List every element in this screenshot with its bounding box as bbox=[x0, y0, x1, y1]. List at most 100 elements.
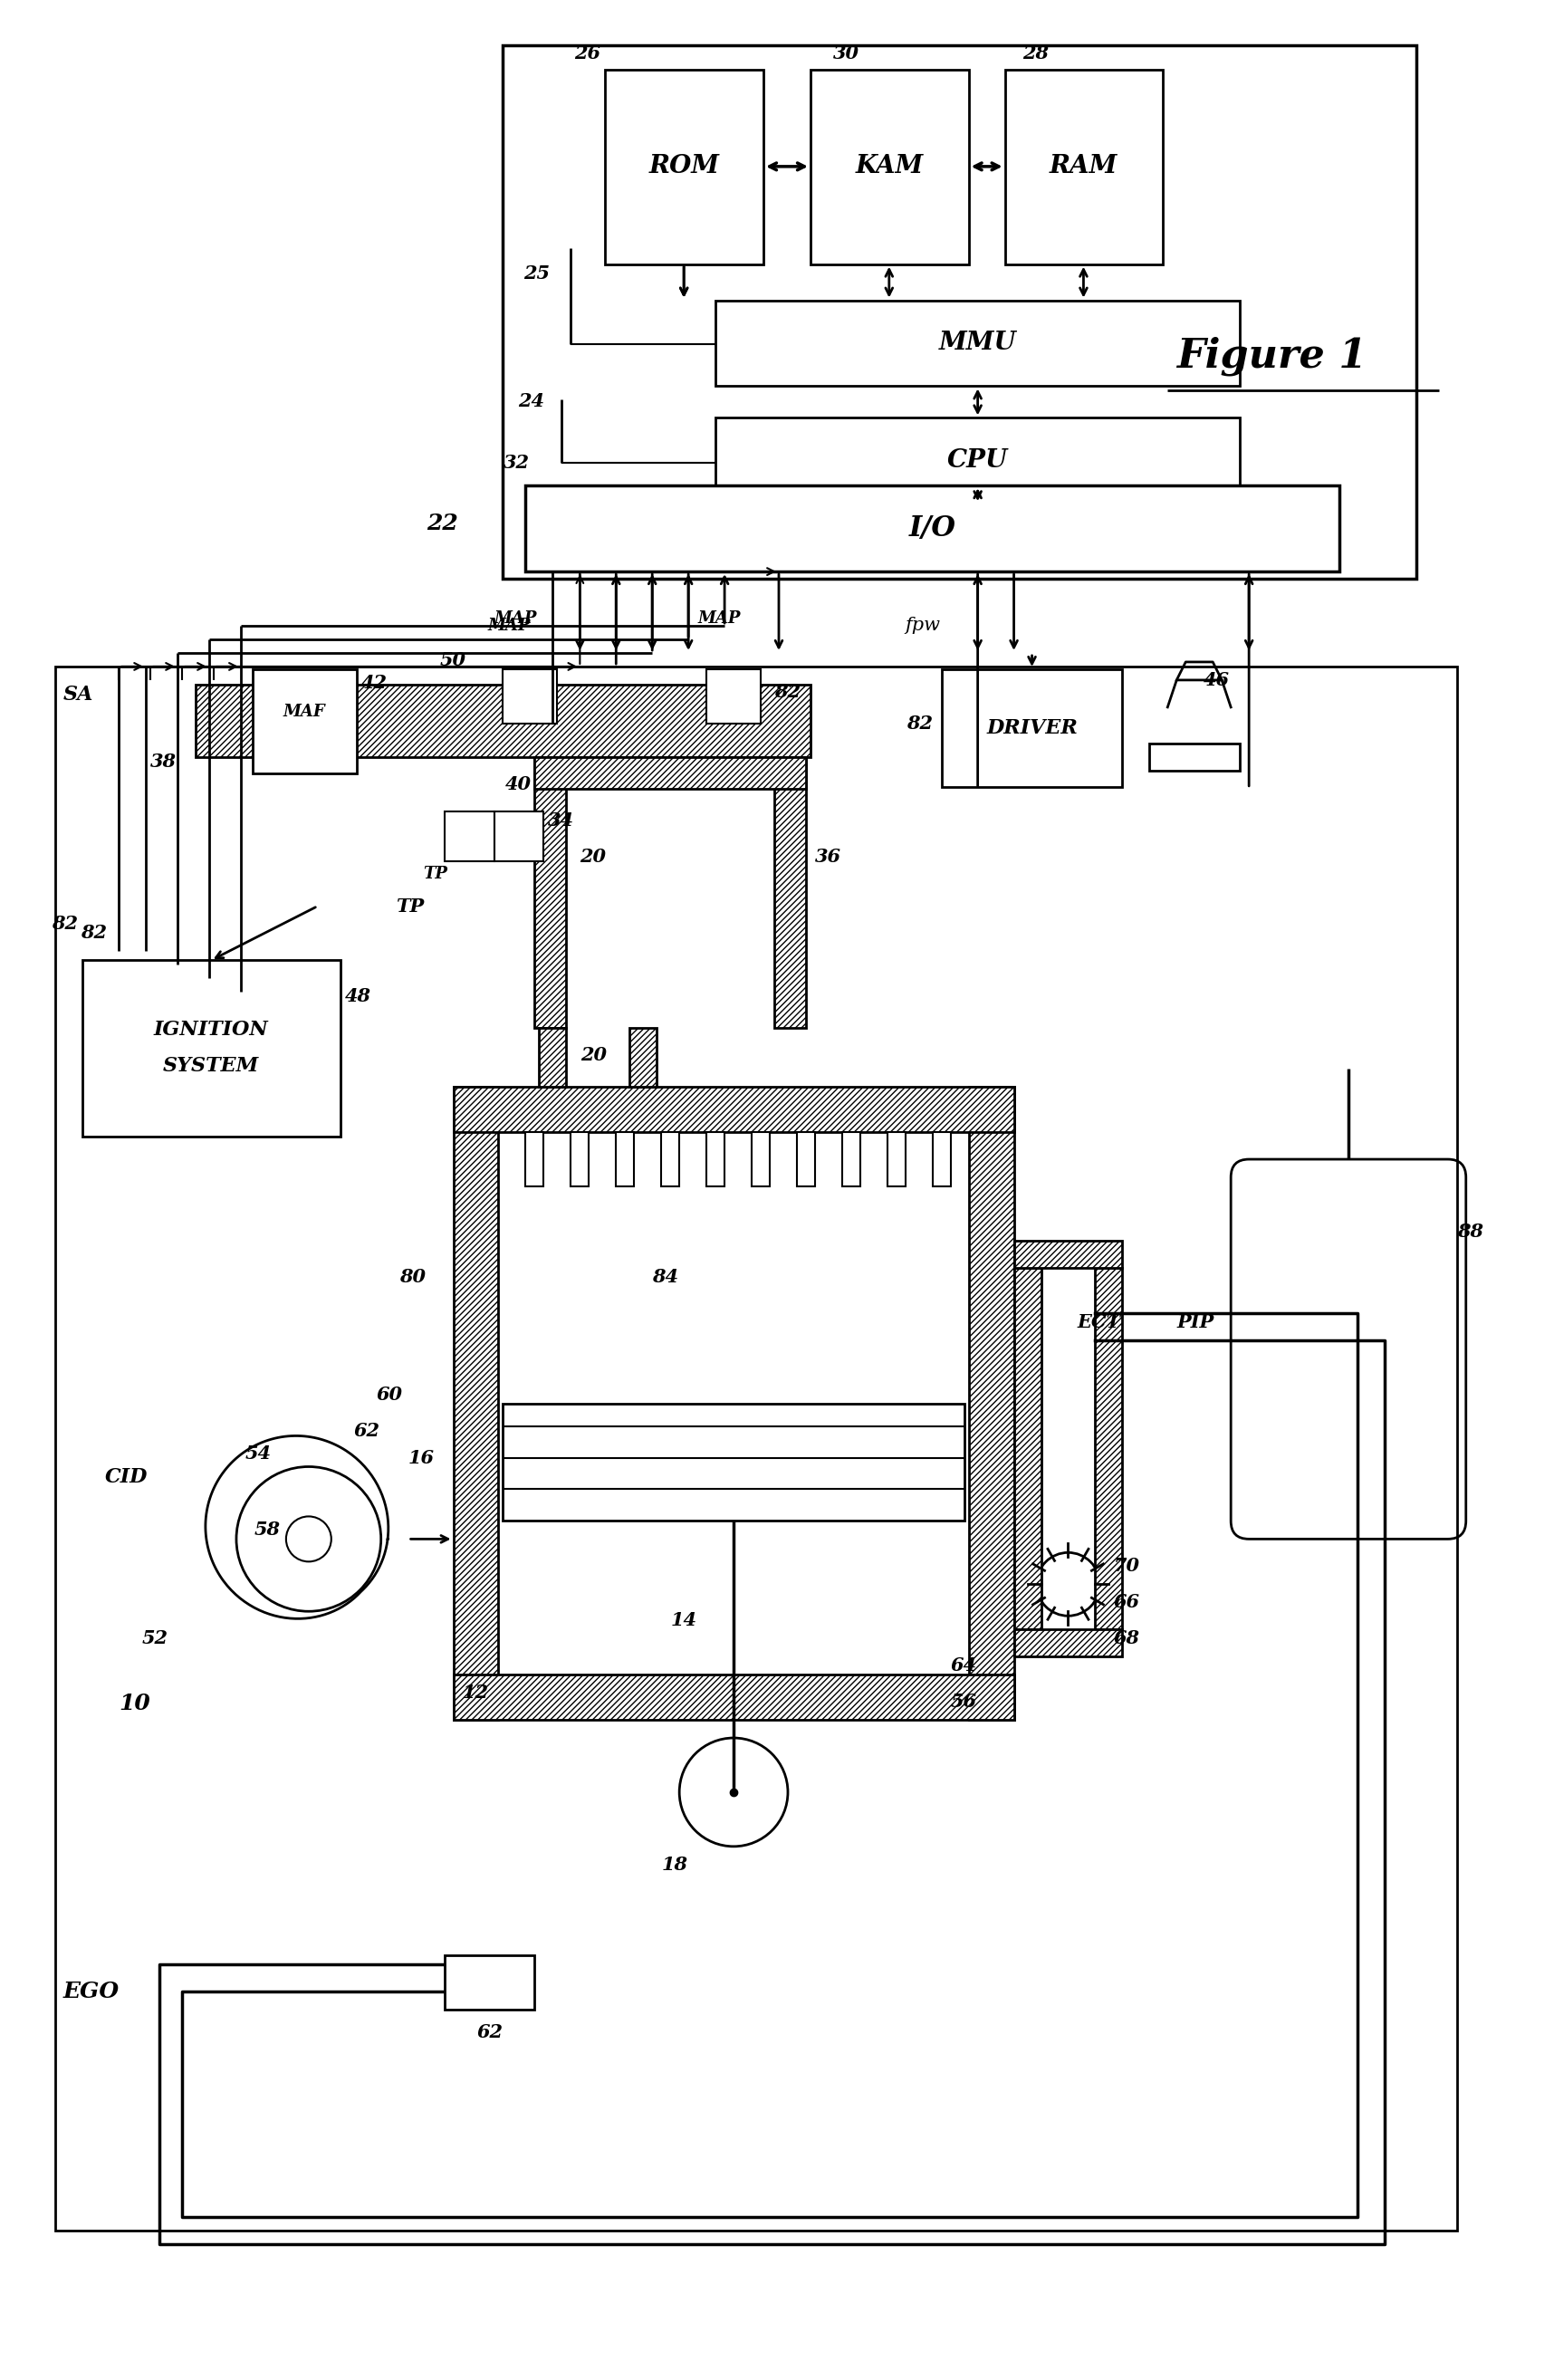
Text: PIP: PIP bbox=[1176, 1314, 1214, 1330]
Text: 60: 60 bbox=[376, 1385, 402, 1404]
Text: 20: 20 bbox=[580, 1047, 606, 1064]
Bar bbox=[503, 1404, 963, 1521]
Bar bbox=[454, 1088, 1013, 1133]
Text: MAF: MAF bbox=[283, 704, 325, 719]
Bar bbox=[535, 757, 807, 788]
Text: 82: 82 bbox=[906, 714, 932, 733]
Bar bbox=[942, 669, 1122, 788]
Text: 50: 50 bbox=[440, 652, 466, 669]
Bar bbox=[605, 69, 763, 264]
Bar bbox=[525, 486, 1340, 571]
Text: 84: 84 bbox=[653, 1269, 679, 1285]
Text: 36: 36 bbox=[814, 847, 841, 866]
Text: 24: 24 bbox=[519, 393, 545, 412]
Text: ROM: ROM bbox=[648, 155, 720, 178]
Text: RAM: RAM bbox=[1049, 155, 1117, 178]
Text: 34: 34 bbox=[549, 812, 575, 828]
Text: 70: 70 bbox=[1113, 1557, 1139, 1576]
Bar bbox=[615, 1133, 634, 1185]
Text: 46: 46 bbox=[1204, 671, 1231, 690]
Bar bbox=[525, 1133, 544, 1185]
Bar bbox=[1013, 1240, 1122, 1269]
Text: 14: 14 bbox=[670, 1611, 696, 1630]
Text: 22: 22 bbox=[426, 512, 458, 536]
Text: 82: 82 bbox=[51, 914, 78, 933]
Bar bbox=[196, 685, 811, 757]
Text: 20: 20 bbox=[580, 847, 606, 866]
Bar bbox=[253, 669, 356, 774]
Text: 82: 82 bbox=[774, 683, 800, 700]
Text: 48: 48 bbox=[345, 988, 371, 1007]
Text: 82: 82 bbox=[81, 923, 107, 942]
Text: 32: 32 bbox=[503, 455, 530, 471]
Bar bbox=[811, 69, 968, 264]
Text: 28: 28 bbox=[1023, 45, 1049, 62]
Text: 64: 64 bbox=[951, 1656, 977, 1676]
Text: MAP: MAP bbox=[488, 619, 530, 633]
Text: IGNITION: IGNITION bbox=[154, 1021, 269, 1040]
Bar bbox=[56, 666, 1458, 2230]
Bar bbox=[539, 1028, 566, 1088]
Bar bbox=[82, 962, 340, 1138]
Text: CID: CID bbox=[106, 1466, 148, 1488]
Bar bbox=[503, 45, 1416, 578]
Text: 62: 62 bbox=[477, 2023, 502, 2040]
Bar bbox=[629, 1028, 657, 1088]
Text: 12: 12 bbox=[463, 1683, 488, 1702]
Text: KAM: KAM bbox=[855, 155, 923, 178]
Text: DRIVER: DRIVER bbox=[987, 719, 1077, 738]
Bar bbox=[707, 669, 761, 724]
Bar bbox=[752, 1133, 769, 1185]
Text: EGO: EGO bbox=[62, 1980, 120, 2002]
FancyBboxPatch shape bbox=[1231, 1159, 1465, 1540]
Bar bbox=[1096, 1269, 1122, 1630]
Text: 18: 18 bbox=[662, 1856, 687, 1873]
Text: SYSTEM: SYSTEM bbox=[163, 1057, 260, 1076]
Bar bbox=[1150, 743, 1240, 771]
Bar bbox=[535, 757, 566, 1028]
Bar bbox=[774, 757, 807, 1028]
Text: fpw: fpw bbox=[906, 616, 940, 633]
Text: 16: 16 bbox=[409, 1449, 435, 1466]
Bar bbox=[662, 1133, 679, 1185]
Text: ECT: ECT bbox=[1077, 1314, 1120, 1330]
Text: 10: 10 bbox=[118, 1692, 151, 1714]
Bar bbox=[444, 812, 494, 862]
Text: MAP: MAP bbox=[494, 609, 538, 626]
Text: MMU: MMU bbox=[939, 331, 1016, 355]
Text: 62: 62 bbox=[354, 1421, 381, 1440]
Text: 54: 54 bbox=[246, 1445, 272, 1461]
Bar bbox=[1005, 69, 1162, 264]
Text: 56: 56 bbox=[951, 1692, 977, 1711]
Bar bbox=[454, 1088, 499, 1721]
Bar bbox=[968, 1088, 1013, 1721]
Text: 40: 40 bbox=[505, 776, 531, 793]
Bar bbox=[454, 1676, 1013, 1721]
Text: 26: 26 bbox=[575, 45, 601, 62]
Bar bbox=[842, 1133, 861, 1185]
Text: MAP: MAP bbox=[698, 609, 740, 626]
Text: 68: 68 bbox=[1113, 1630, 1139, 1647]
Text: 80: 80 bbox=[399, 1269, 426, 1285]
Bar bbox=[444, 1954, 535, 2009]
Bar bbox=[932, 1133, 951, 1185]
Bar bbox=[715, 419, 1240, 505]
Bar bbox=[707, 1133, 724, 1185]
Text: 25: 25 bbox=[524, 264, 550, 283]
Text: TP: TP bbox=[396, 897, 424, 916]
Bar bbox=[494, 812, 544, 862]
Text: I/O: I/O bbox=[909, 514, 956, 543]
Text: Figure 1: Figure 1 bbox=[1176, 336, 1368, 376]
Text: 88: 88 bbox=[1458, 1223, 1483, 1240]
Bar bbox=[1013, 1630, 1122, 1656]
Text: 52: 52 bbox=[141, 1630, 168, 1647]
Bar bbox=[715, 300, 1240, 386]
Text: SA: SA bbox=[62, 685, 93, 704]
Text: 42: 42 bbox=[361, 674, 387, 693]
Text: CPU: CPU bbox=[948, 447, 1009, 474]
Bar bbox=[503, 669, 558, 724]
Bar bbox=[1013, 1269, 1041, 1630]
Bar bbox=[570, 1133, 589, 1185]
Text: 30: 30 bbox=[833, 45, 859, 62]
Text: 38: 38 bbox=[151, 752, 177, 771]
